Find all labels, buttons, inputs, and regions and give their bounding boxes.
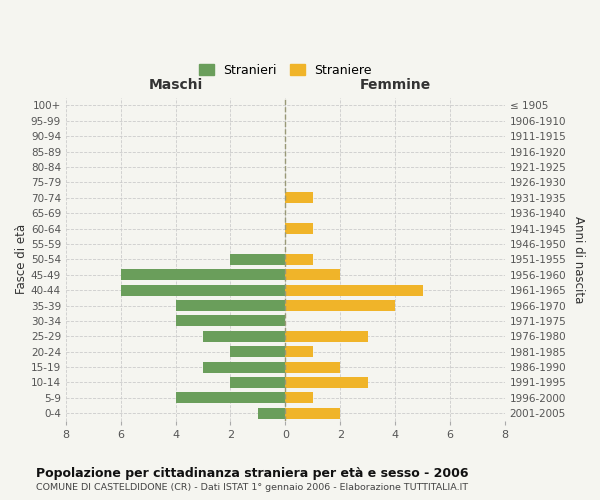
Bar: [176, 300, 286, 311]
Bar: [286, 192, 313, 203]
Bar: [286, 362, 340, 372]
Bar: [286, 223, 313, 234]
Bar: [286, 284, 422, 296]
Bar: [176, 392, 286, 404]
Bar: [286, 392, 313, 404]
Bar: [286, 300, 395, 311]
Bar: [230, 254, 286, 265]
Text: COMUNE DI CASTELDIDONE (CR) - Dati ISTAT 1° gennaio 2006 - Elaborazione TUTTITAL: COMUNE DI CASTELDIDONE (CR) - Dati ISTAT…: [36, 484, 468, 492]
Legend: Stranieri, Straniere: Stranieri, Straniere: [194, 58, 377, 82]
Bar: [286, 254, 313, 265]
Bar: [203, 330, 286, 342]
Y-axis label: Anni di nascita: Anni di nascita: [572, 216, 585, 303]
Bar: [176, 316, 286, 326]
Bar: [286, 377, 368, 388]
Text: Femmine: Femmine: [359, 78, 431, 92]
Bar: [203, 362, 286, 372]
Bar: [121, 284, 286, 296]
Text: Maschi: Maschi: [149, 78, 203, 92]
Bar: [286, 269, 340, 280]
Bar: [286, 330, 368, 342]
Bar: [230, 346, 286, 357]
Bar: [258, 408, 286, 419]
Bar: [286, 346, 313, 357]
Bar: [230, 377, 286, 388]
Y-axis label: Fasce di età: Fasce di età: [15, 224, 28, 294]
Bar: [286, 408, 340, 419]
Text: Popolazione per cittadinanza straniera per età e sesso - 2006: Popolazione per cittadinanza straniera p…: [36, 468, 469, 480]
Bar: [121, 269, 286, 280]
